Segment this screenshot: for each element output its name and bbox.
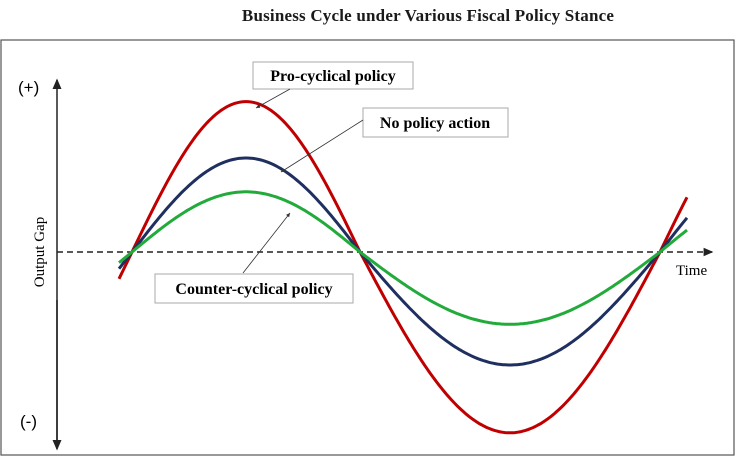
positive-label: (+): [18, 78, 39, 97]
none-label-box: [362, 107, 509, 138]
pro-arrow: [255, 88, 291, 109]
no-policy-label: No policy action: [380, 115, 490, 132]
none-curve: [117, 156, 689, 367]
counter-arrow: [242, 212, 291, 274]
pro-curve: [117, 100, 689, 435]
negative-label: (-): [20, 412, 37, 431]
frame: [0, 39, 735, 456]
counter-cyclical-label: Counter-cyclical policy: [175, 281, 332, 298]
y-axis-label: Output Gap: [32, 217, 48, 287]
none-arrow: [280, 119, 364, 173]
curves: [117, 100, 689, 435]
pro-cyclical-label: Pro-cyclical policy: [270, 68, 395, 85]
pro-label-box: [252, 61, 414, 90]
counter-label-box: [154, 273, 354, 304]
x-axis-label: Time: [676, 263, 707, 279]
diagram-title: Business Cycle under Various Fiscal Poli…: [241, 6, 615, 25]
counter-curve: [118, 190, 688, 326]
